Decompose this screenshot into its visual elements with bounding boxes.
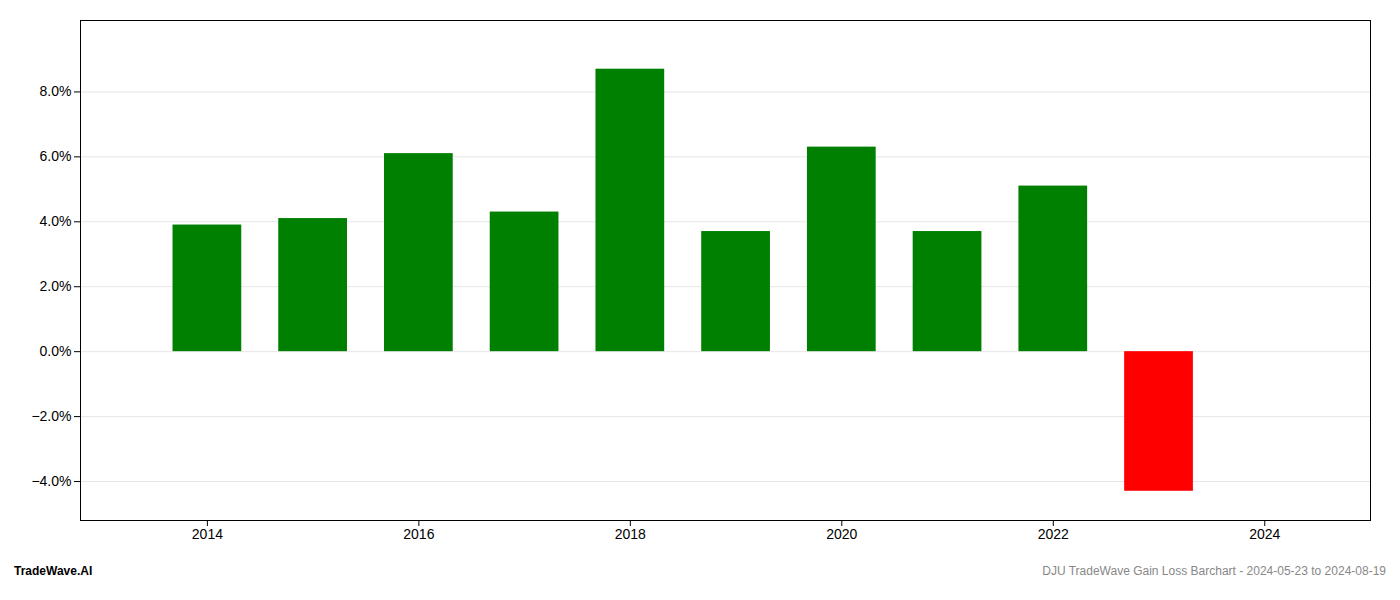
svg-text:6.0%: 6.0%: [40, 148, 72, 164]
svg-text:2020: 2020: [826, 526, 857, 542]
svg-text:2016: 2016: [403, 526, 434, 542]
svg-text:2014: 2014: [192, 526, 223, 542]
svg-text:4.0%: 4.0%: [40, 213, 72, 229]
svg-text:−2.0%: −2.0%: [31, 408, 71, 424]
svg-text:0.0%: 0.0%: [40, 343, 72, 359]
svg-text:2022: 2022: [1038, 526, 1069, 542]
svg-text:2.0%: 2.0%: [40, 278, 72, 294]
svg-text:−4.0%: −4.0%: [31, 473, 71, 489]
svg-text:2018: 2018: [615, 526, 646, 542]
html-text:DJU TradeWave Gain Loss Barcha: DJU TradeWave Gain Loss Barchart - 2024-…: [1042, 564, 1386, 578]
html-text:TradeWave.AI: TradeWave.AI: [14, 564, 93, 578]
svg-text:8.0%: 8.0%: [40, 83, 72, 99]
svg-text:2024: 2024: [1249, 526, 1280, 542]
